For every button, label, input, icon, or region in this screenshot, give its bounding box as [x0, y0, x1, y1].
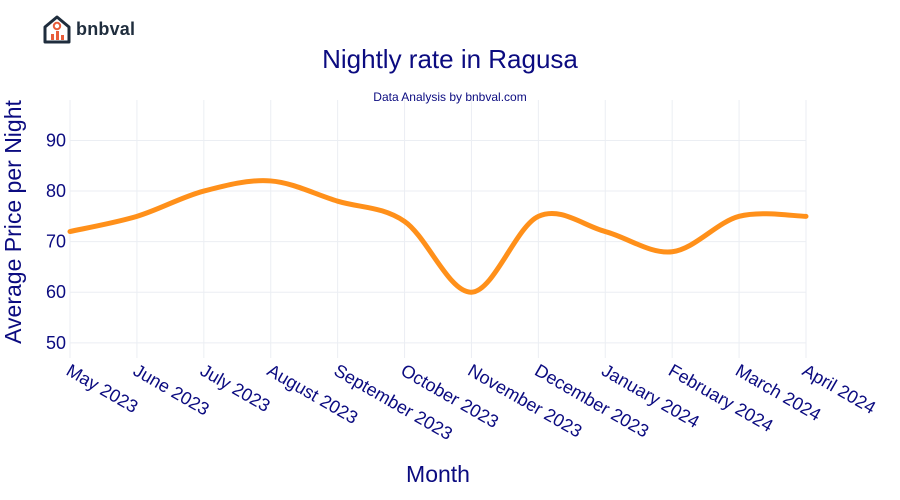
brand-name: bnbval: [76, 18, 136, 39]
x-tick-label: September 2023: [331, 360, 456, 444]
x-tick-label: November 2023: [464, 360, 585, 441]
y-axis-label: Average Price per Night: [0, 100, 26, 344]
brand-logo: bnbval: [42, 14, 135, 44]
x-tick-label: December 2023: [531, 360, 652, 441]
y-axis-ticks: 50 60 70 80 90: [46, 130, 66, 352]
y-tick-label: 90: [46, 130, 66, 150]
chart-title: Nightly rate in Ragusa: [322, 44, 578, 74]
chart-subtitle: Data Analysis by bnbval.com: [373, 90, 527, 104]
house-chart-icon: [43, 15, 71, 44]
y-tick-label: 50: [46, 333, 66, 353]
x-axis-label: Month: [406, 461, 470, 487]
series-line: [67, 178, 809, 295]
gridlines: [69, 100, 807, 358]
x-tick-label: June 2023: [130, 360, 213, 419]
x-tick-label: May 2023: [63, 360, 141, 417]
y-tick-label: 60: [46, 282, 66, 302]
y-tick-label: 70: [46, 232, 66, 252]
y-tick-label: 80: [46, 181, 66, 201]
